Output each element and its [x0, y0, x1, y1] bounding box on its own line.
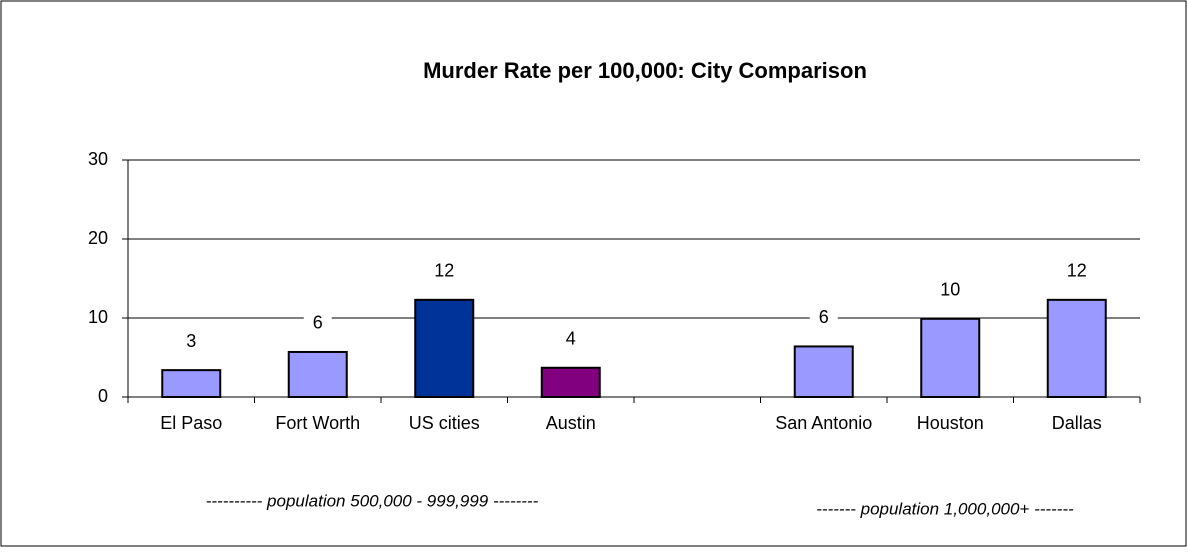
x-tick-label: Fort Worth [275, 413, 360, 433]
bar [414, 298, 475, 398]
data-label-bg [177, 331, 206, 354]
x-tick-label: Dallas [1052, 413, 1102, 433]
data-label-bg [936, 279, 965, 302]
data-label-bg [430, 260, 459, 283]
x-tick-label: San Antonio [775, 413, 872, 433]
data-label: 12 [1067, 261, 1087, 281]
x-tick-label: US cities [409, 413, 480, 433]
x-tick-label: Houston [917, 413, 984, 433]
y-tick-label: 30 [88, 149, 108, 169]
x-tick-label: El Paso [160, 413, 222, 433]
data-label: 3 [186, 331, 196, 351]
data-label: 6 [819, 307, 829, 327]
bar [920, 317, 981, 399]
data-label-bg [303, 312, 332, 335]
data-label: 6 [313, 313, 323, 333]
chart-title: Murder Rate per 100,000: City Comparison [423, 58, 867, 83]
data-label-bg [556, 328, 585, 351]
annotation: ------- population 1,000,000+ ------- [816, 499, 1074, 518]
bar [161, 369, 222, 399]
y-tick-label: 10 [88, 307, 108, 327]
bar [540, 366, 601, 398]
data-label: 10 [940, 280, 960, 300]
data-label: 4 [566, 329, 576, 349]
bar [1046, 298, 1107, 398]
x-tick-label: Austin [546, 413, 596, 433]
data-label-bg [809, 307, 838, 330]
data-label-bg [1062, 260, 1091, 283]
data-label: 12 [434, 261, 454, 281]
annotation: ---------- population 500,000 - 999,999 … [206, 491, 539, 510]
y-tick-label: 0 [98, 386, 108, 406]
y-tick-label: 20 [88, 228, 108, 248]
bar [287, 350, 348, 398]
bar [793, 345, 854, 399]
